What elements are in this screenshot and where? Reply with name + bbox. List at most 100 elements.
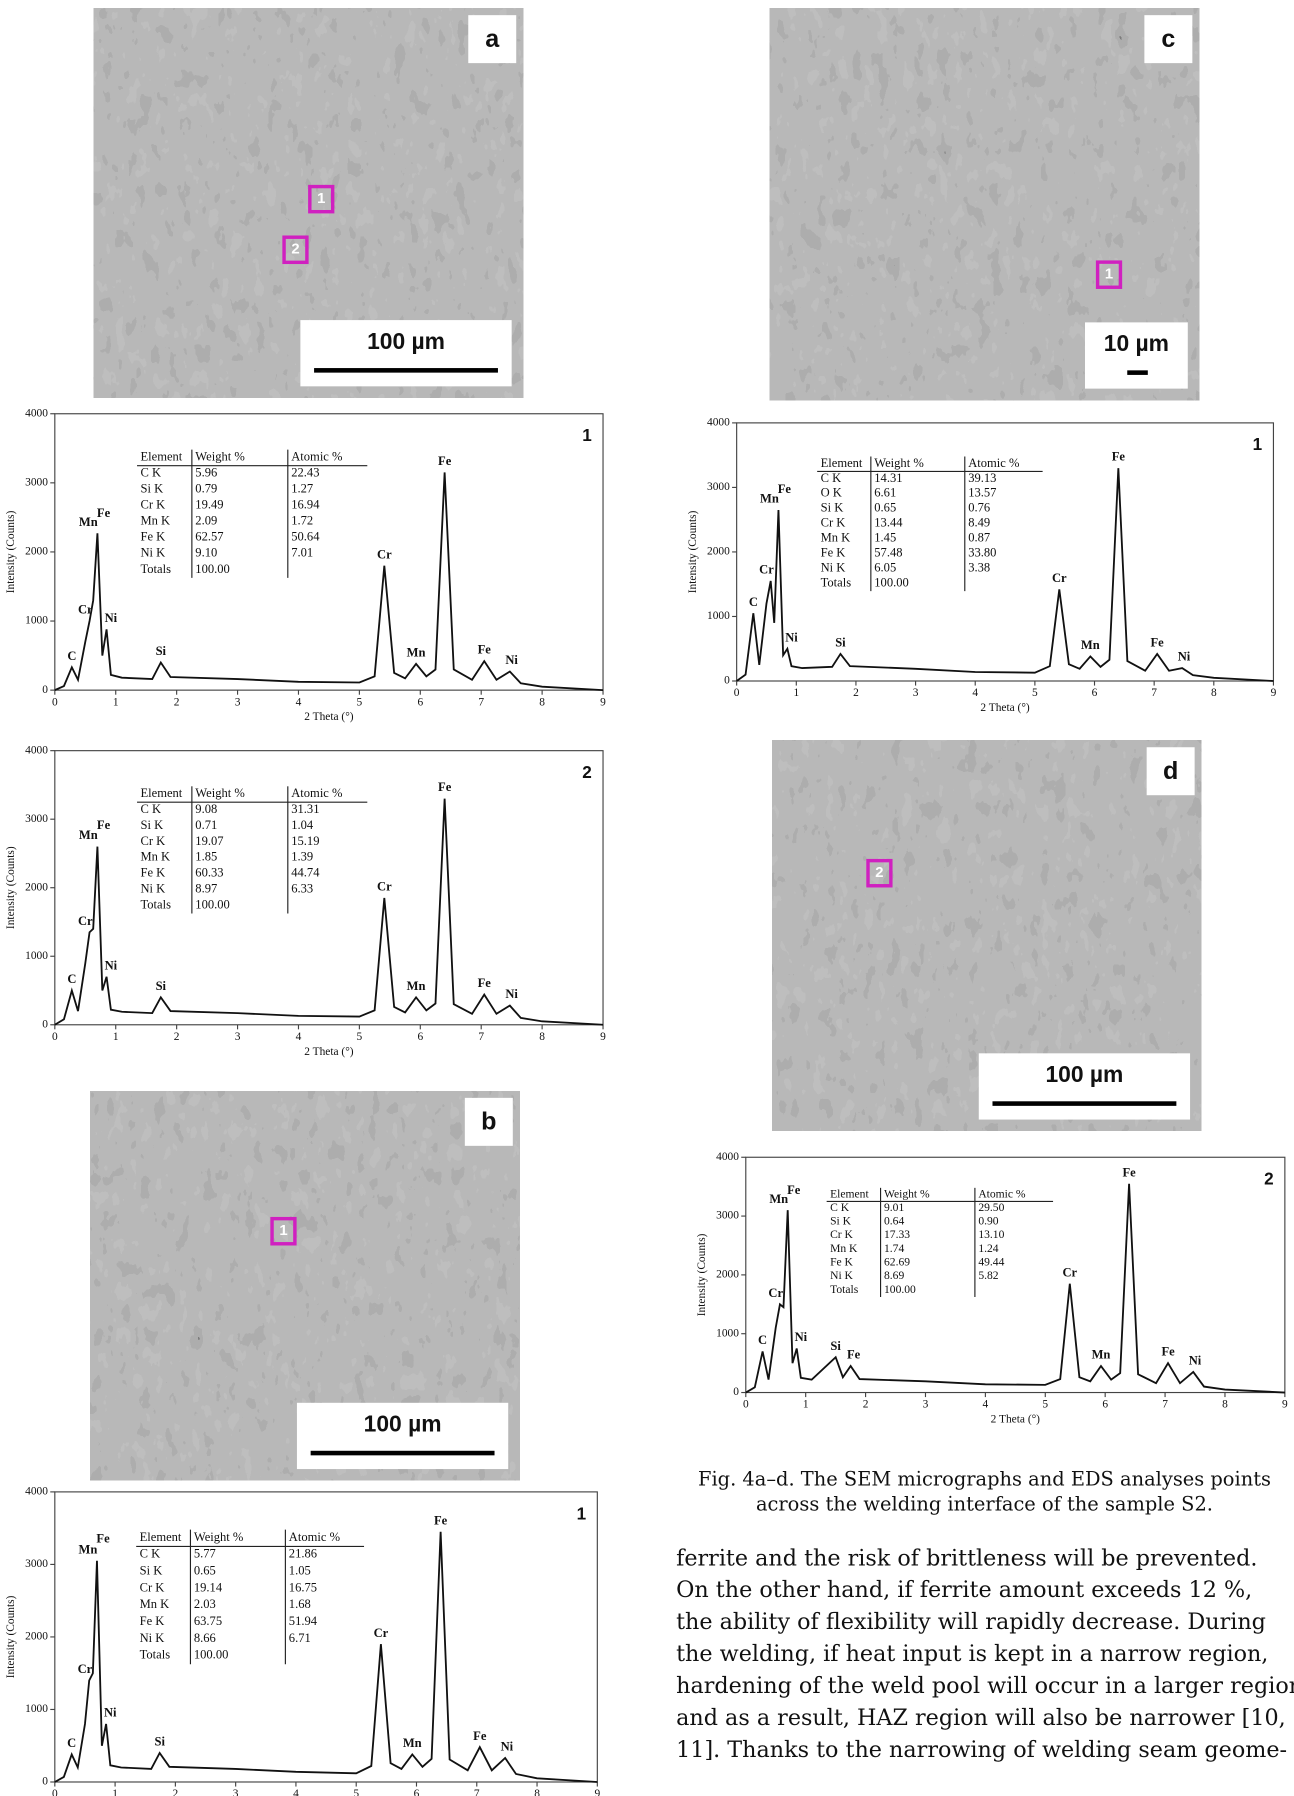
table-cell: 5.77 <box>194 1547 216 1561</box>
page: Fig. 4a–d. The SEM micrographs and EDS a… <box>0 0 1294 1796</box>
scale-bar-label: 100 µm <box>364 1411 442 1437</box>
table-cell: 63.75 <box>194 1614 222 1628</box>
peak-label: Cr <box>377 880 392 894</box>
table-cell: Fe K <box>140 1614 165 1628</box>
table-cell: 1.05 <box>289 1564 311 1578</box>
table-cell: Cr K <box>821 516 846 530</box>
peak-label: Mn <box>407 645 426 659</box>
table-cell: 0.71 <box>195 818 217 832</box>
x-tick-label: 1 <box>112 1788 118 1796</box>
table-cell: Ni K <box>830 1269 853 1282</box>
x-tick-label: 2 <box>853 687 859 699</box>
y-tick-label: 1000 <box>25 1703 48 1715</box>
x-tick-label: 8 <box>1211 687 1217 699</box>
peak-label: Ni <box>505 653 518 667</box>
table-cell: 29.50 <box>978 1201 1004 1214</box>
table-cell: Ni K <box>821 561 846 575</box>
point-label: 1 <box>1253 434 1263 454</box>
y-tick-label: 1000 <box>716 1327 739 1339</box>
x-tick-label: 2 <box>173 1788 179 1796</box>
x-tick-label: 0 <box>52 1031 58 1043</box>
peak-label: Ni <box>785 630 798 644</box>
x-tick-label: 1 <box>113 696 119 708</box>
panel-label: a <box>485 25 500 53</box>
y-tick-label: 3000 <box>707 481 730 493</box>
x-tick-label: 0 <box>52 1788 58 1796</box>
spectrum-line <box>737 468 1274 681</box>
body-line: and as a result, HAZ region will also be… <box>676 1705 1286 1731</box>
peak-label: Fe <box>97 506 111 520</box>
x-tick-label: 8 <box>539 1031 545 1043</box>
scale-bar-label: 100 µm <box>1045 1061 1123 1087</box>
y-tick-label: 1000 <box>25 950 48 962</box>
peak-label: Mn <box>1092 1348 1111 1362</box>
table-cell: 8.97 <box>195 882 217 896</box>
table-header: Atomic % <box>978 1187 1026 1200</box>
table-cell: Totals <box>821 576 852 590</box>
table-cell: 0.79 <box>195 482 217 496</box>
table-cell: 62.69 <box>884 1256 910 1269</box>
table-cell: 2.03 <box>194 1597 216 1611</box>
table-cell: 49.44 <box>978 1256 1004 1269</box>
table-cell: C K <box>830 1201 850 1214</box>
peak-label: Mn <box>760 492 779 506</box>
peak-label: Fe <box>1161 1345 1175 1359</box>
x-axis-label: 2 Theta (°) <box>304 1046 354 1058</box>
x-tick-label: 5 <box>357 1031 363 1043</box>
table-header: Element <box>821 456 863 470</box>
table-cell: Totals <box>140 1648 171 1662</box>
point-label: 2 <box>582 762 592 782</box>
peak-label: Si <box>156 979 167 993</box>
x-tick-label: 7 <box>478 1031 484 1043</box>
table-cell: 1.72 <box>291 514 313 528</box>
analysis-point-label: 1 <box>1105 267 1113 283</box>
table-cell: 3.38 <box>968 561 990 575</box>
peak-label: Fe <box>97 818 111 832</box>
table-cell: 57.48 <box>874 546 902 560</box>
x-tick-label: 1 <box>793 687 799 699</box>
table-cell: 1.04 <box>291 818 314 832</box>
table-cell: 50.64 <box>291 530 320 544</box>
table-cell: 19.07 <box>195 834 223 848</box>
peak-label: Fe <box>438 454 452 468</box>
table-cell: 19.14 <box>194 1580 223 1594</box>
y-tick-label: 0 <box>724 675 730 687</box>
table-cell: C K <box>140 466 161 480</box>
x-tick-label: 6 <box>417 1031 423 1043</box>
table-cell: 2.09 <box>195 514 217 528</box>
table-cell: Cr K <box>140 834 165 848</box>
table-cell: Cr K <box>140 498 165 512</box>
point-label: 2 <box>1264 1169 1274 1189</box>
table-cell: 6.61 <box>874 486 896 500</box>
peak-label: Cr <box>759 563 774 577</box>
table-header: Atomic % <box>291 786 343 800</box>
table-cell: 100.00 <box>884 1283 916 1296</box>
x-tick-label: 9 <box>1282 1399 1288 1411</box>
peak-label: Fe <box>778 482 792 496</box>
x-tick-label: 5 <box>1042 1399 1048 1411</box>
table-header: Atomic % <box>291 450 343 464</box>
table-cell: 16.75 <box>289 1580 317 1594</box>
table-cell: C K <box>140 802 161 816</box>
table-cell: 100.00 <box>195 897 230 911</box>
table-header: Weight % <box>884 1187 930 1200</box>
table-cell: 100.00 <box>194 1648 229 1662</box>
table-cell: 13.10 <box>978 1228 1004 1241</box>
table-cell: 6.71 <box>289 1631 311 1645</box>
table-cell: 16.94 <box>291 498 320 512</box>
table-header: Element <box>830 1187 869 1200</box>
x-tick-label: 1 <box>803 1399 809 1411</box>
peak-label: Si <box>154 1735 165 1749</box>
table-cell: Fe K <box>830 1256 853 1269</box>
table-cell: Mn K <box>140 1597 170 1611</box>
table-cell: Mn K <box>821 531 851 545</box>
y-tick-label: 2000 <box>716 1269 739 1281</box>
y-tick-label: 4000 <box>25 744 48 756</box>
peak-label: Cr <box>374 1626 389 1640</box>
table-cell: Fe K <box>140 530 165 544</box>
x-tick-label: 0 <box>734 687 740 699</box>
table-cell: Totals <box>140 897 171 911</box>
table-cell: 1.24 <box>978 1242 998 1255</box>
x-tick-label: 7 <box>474 1788 480 1796</box>
y-tick-label: 3000 <box>25 476 48 488</box>
